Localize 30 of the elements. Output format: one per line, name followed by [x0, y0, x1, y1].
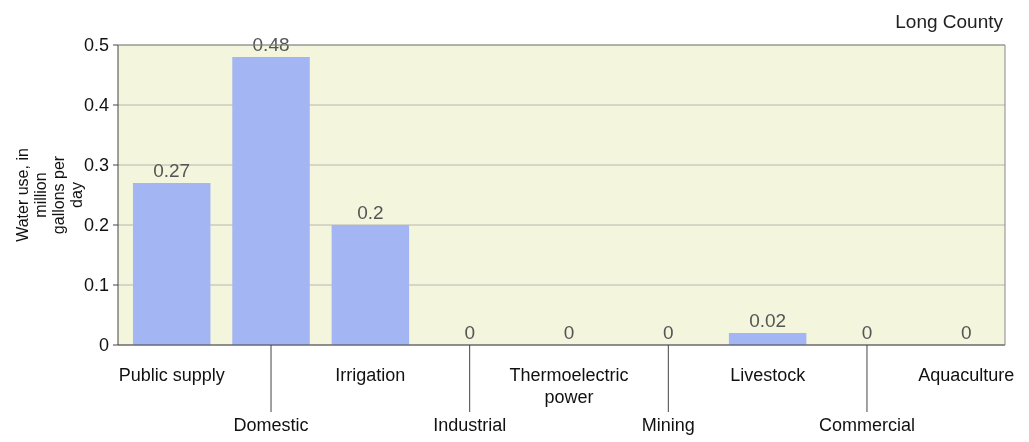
y-tick-label: 0 [98, 335, 109, 356]
bar [132, 183, 211, 345]
bar [331, 225, 410, 345]
y-axis-title: Water use, in million gallons per day [14, 148, 85, 242]
data-label: 0 [663, 322, 674, 343]
y-tick-label: 0.1 [83, 275, 109, 296]
x-tick-label: Commercial [818, 415, 915, 435]
x-tick-label: Public supply [118, 365, 225, 385]
x-tick-label: Irrigation [335, 365, 406, 385]
data-label: 0.2 [357, 202, 384, 223]
data-label: 0 [563, 322, 575, 343]
bar [232, 57, 310, 345]
data-label: 0 [464, 322, 475, 343]
y-tick-label: 0.2 [83, 215, 109, 236]
x-tick-label: Domestic [233, 415, 309, 435]
x-tick-label: Thermoelectric power [509, 365, 629, 407]
x-tick-label: Aquaculture [918, 365, 1015, 385]
x-tick-label: Industrial [433, 415, 507, 435]
data-label: 0.02 [749, 310, 787, 331]
y-tick-label: 0.3 [83, 155, 109, 176]
x-tick-label: Livestock [730, 365, 807, 385]
data-label: 0.48 [252, 34, 290, 55]
data-label: 0.27 [153, 160, 191, 181]
y-tick-label: 0.4 [83, 95, 109, 116]
data-label: 0 [961, 322, 972, 343]
y-tick-label: 0.5 [83, 35, 109, 56]
x-tick-label: Mining [641, 415, 695, 435]
bar [728, 333, 807, 345]
chart-title: Long County [895, 11, 1004, 32]
data-label: 0 [861, 322, 873, 343]
